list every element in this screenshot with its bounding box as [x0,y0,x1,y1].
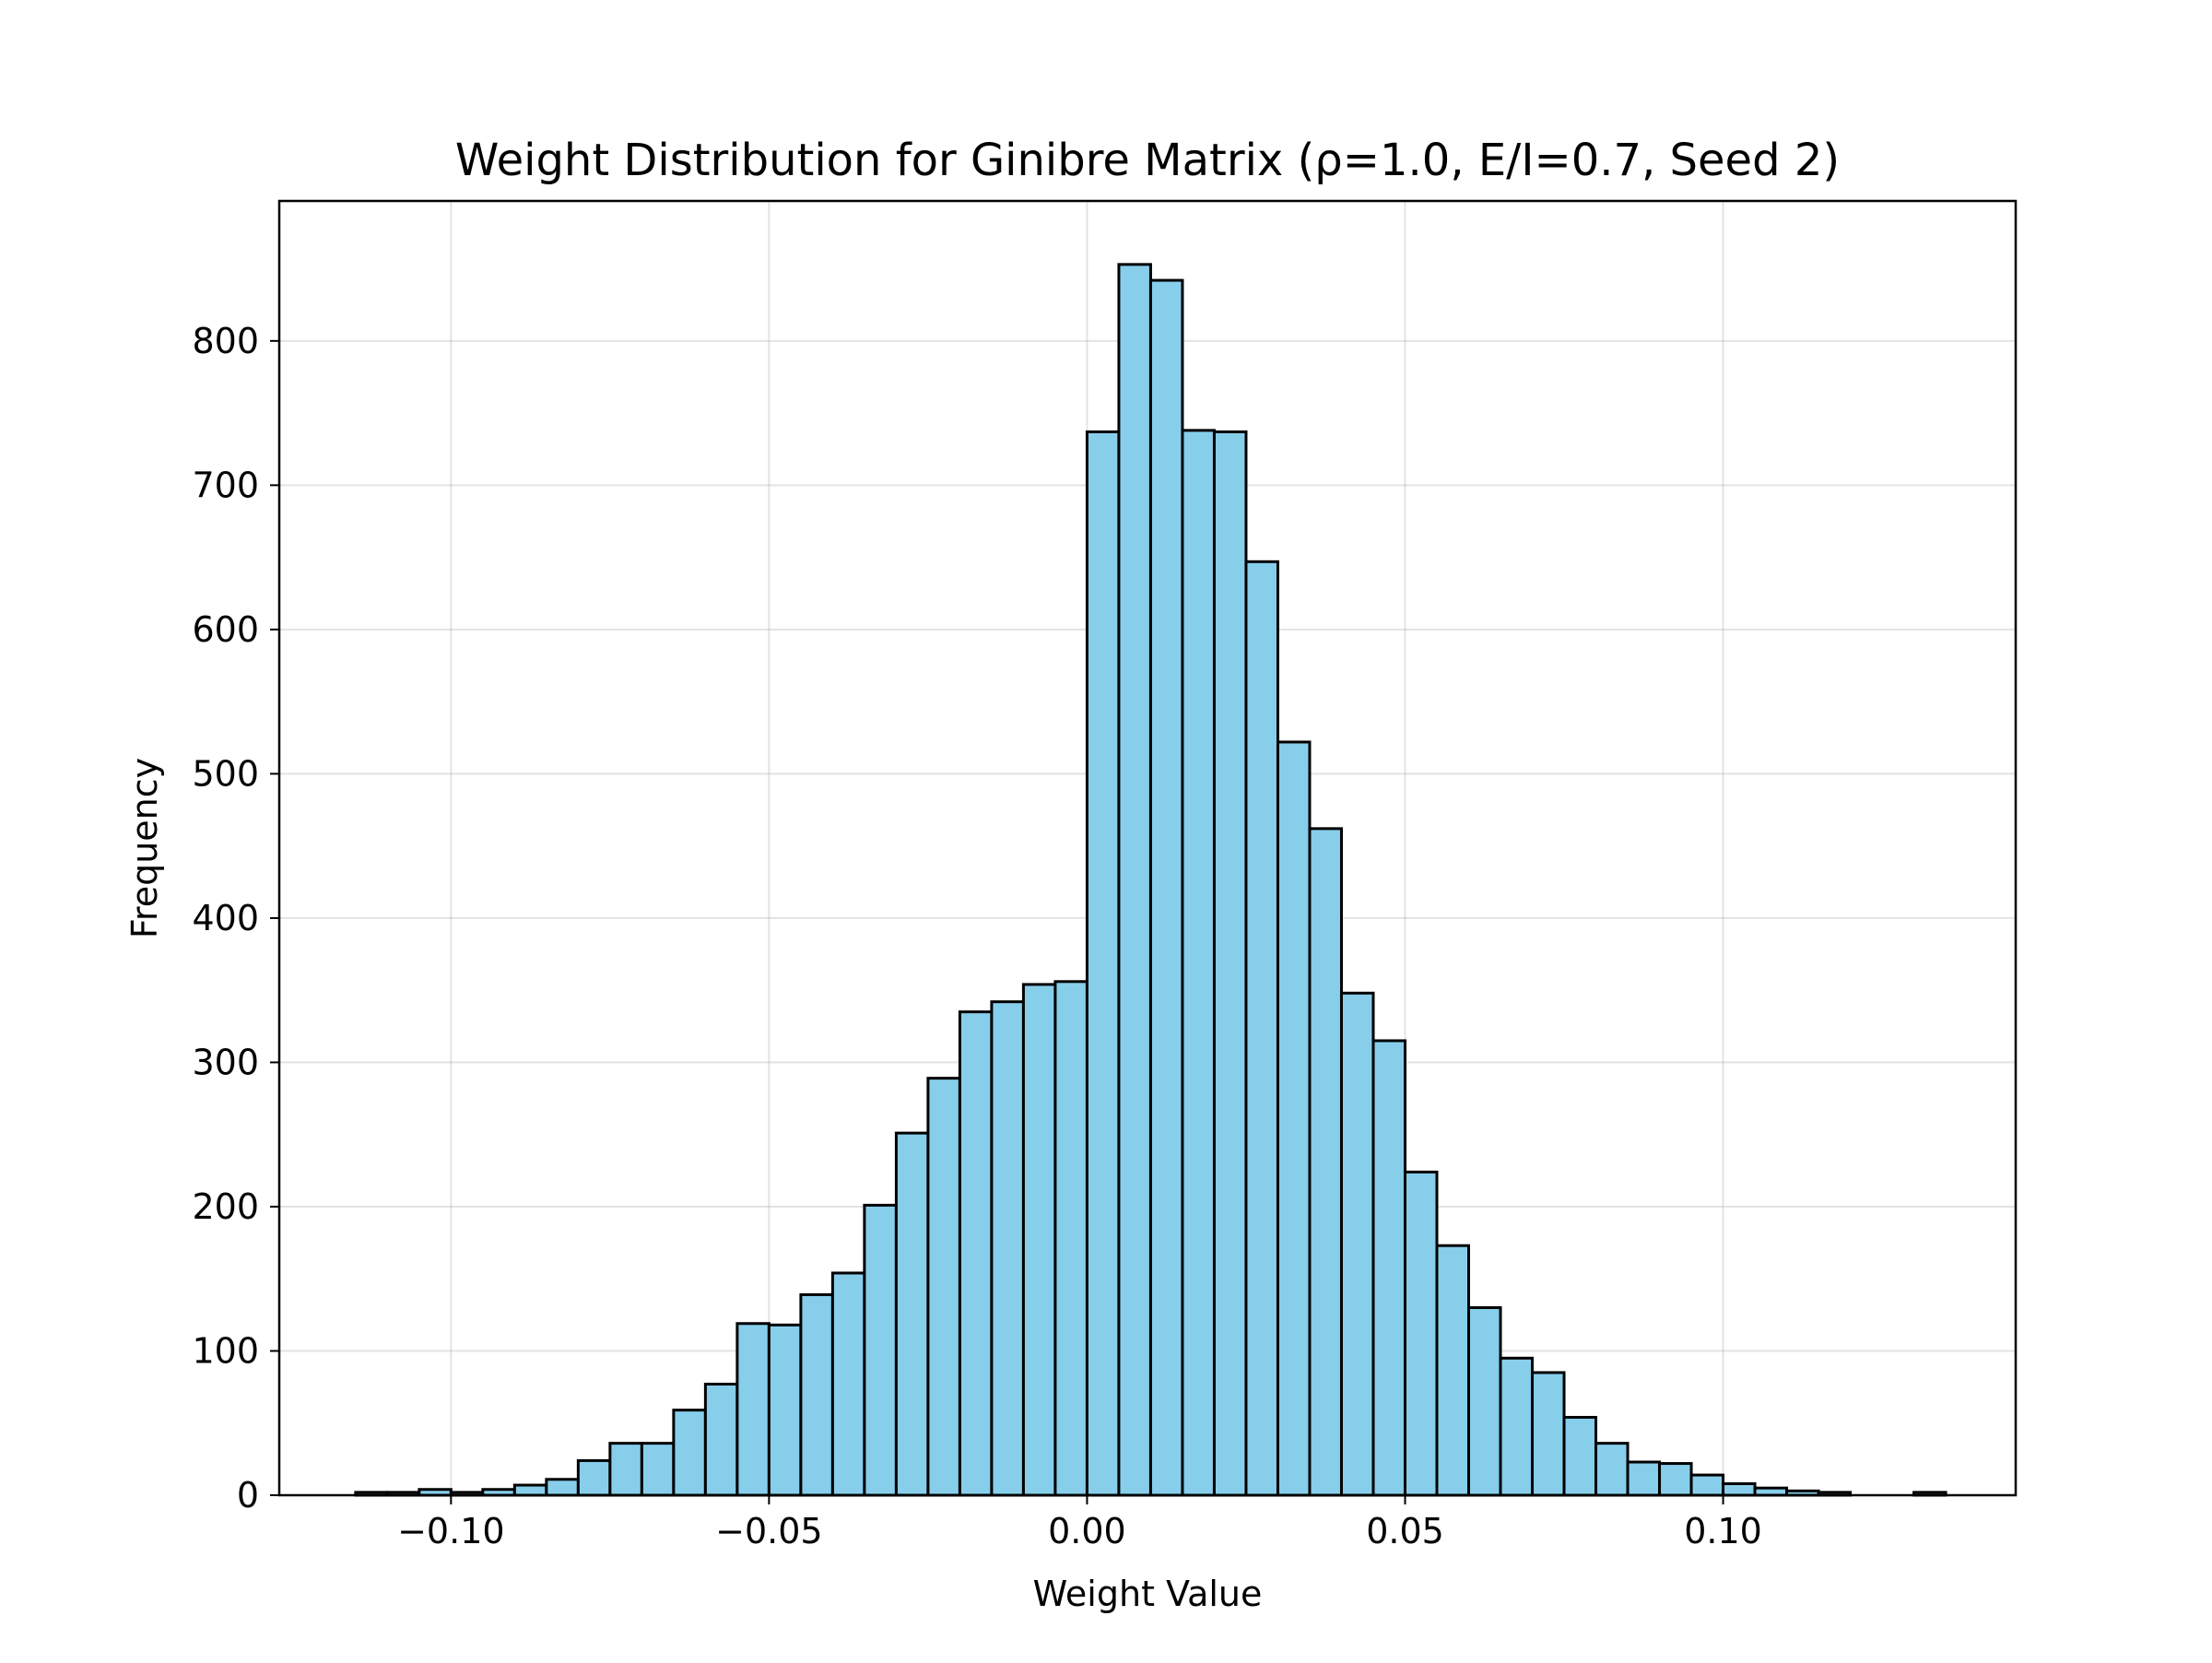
y-tick-label: 700 [192,465,259,505]
histogram-bar [672,1409,707,1497]
histogram-bar [1594,1442,1630,1497]
y-tick-label: 800 [192,321,259,361]
y-tick-label: 100 [192,1330,259,1371]
chart-title: Weight Distribution for Ginibre Matrix (… [455,135,1840,186]
x-axis-ticks: −0.10 −0.05 0.00 0.05 0.10 [397,1495,1762,1551]
histogram-bar [703,1382,739,1497]
histogram-bar [1212,430,1248,1497]
histogram-bar [799,1292,834,1497]
y-axis-ticks: 0 100 200 300 400 500 600 700 800 [192,321,279,1516]
histogram-bars [354,263,1947,1497]
axes-frame [277,199,2018,1497]
x-tick-label: −0.10 [397,1511,504,1551]
histogram-bar [926,1077,961,1497]
histogram-bar [1276,740,1312,1497]
histogram-bar [1499,1356,1535,1497]
histogram-bar [1626,1460,1662,1497]
histogram-bar [894,1131,930,1497]
x-tick-label: 0.00 [1048,1511,1126,1551]
y-tick-label: 200 [192,1186,259,1227]
histogram-bar [1244,560,1279,1497]
y-tick-label: 600 [192,609,259,650]
histogram-bar [512,1483,548,1497]
histogram-bar [863,1203,898,1497]
y-tick-label: 500 [192,753,259,794]
histogram-bar [1689,1473,1725,1497]
histogram-bar [1531,1371,1566,1497]
y-tick-label: 400 [192,898,259,938]
y-axis-label: Frequency [124,758,165,938]
histogram-bar [735,1322,771,1497]
histogram-bar [767,1323,803,1497]
histogram-bar [958,1010,994,1497]
y-tick-label: 300 [192,1042,259,1082]
x-axis-label: Weight Value [1033,1574,1263,1614]
histogram-bar [1403,1170,1439,1497]
histogram-bar [830,1271,866,1497]
histogram-bar [990,1000,1025,1497]
histogram-bar [1181,429,1216,1497]
histogram-bar [576,1458,612,1497]
x-tick-label: −0.05 [715,1511,822,1551]
histogram-bar [608,1442,643,1497]
histogram-bar [1658,1462,1693,1497]
histogram-bar [1339,991,1375,1497]
histogram-bar [545,1478,580,1497]
histogram-bar [1021,983,1057,1497]
y-tick-label: 0 [237,1475,259,1516]
histogram-bar [1562,1415,1598,1497]
histogram-bar [1148,278,1184,1497]
histogram-bar [1053,980,1088,1497]
histogram-bar [1467,1306,1502,1497]
histogram-bar [1308,827,1343,1497]
histogram-bar [1722,1481,1757,1497]
histogram-bar [1117,263,1152,1497]
x-tick-label: 0.10 [1684,1511,1762,1551]
histogram-bar [640,1442,676,1497]
x-tick-label: 0.05 [1366,1511,1444,1551]
histogram-bar [1435,1244,1471,1497]
histogram-bar [1371,1039,1406,1497]
histogram-bar [1085,430,1121,1497]
